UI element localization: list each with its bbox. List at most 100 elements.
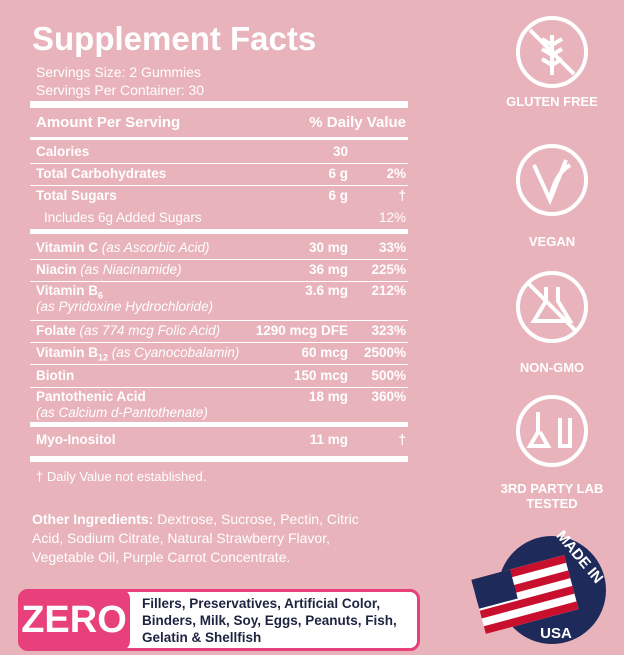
- name-text: Niacin: [36, 262, 77, 277]
- nutrient-name: Calories: [36, 144, 89, 159]
- fact-row: Vitamin B12 (as Cyanocobalamin) 60 mcg 250…: [36, 344, 406, 363]
- amount: 30 mg: [308, 240, 348, 255]
- nutrient-detail: (as 774 mcg Folic Acid): [79, 323, 221, 338]
- nutrient-name: Niacin (as Niacinamide): [36, 262, 182, 277]
- amount: 150 mcg: [293, 368, 348, 383]
- rule: [30, 101, 408, 108]
- nutrient-note: (as Calcium d-Pantothenate): [36, 405, 208, 420]
- daily-value: 500%: [371, 368, 406, 383]
- daily-value: 2500%: [363, 345, 406, 360]
- badge-label: 3RD PARTY LAB TESTED: [500, 481, 604, 511]
- fact-row: Pantothenic Acid (as Calcium d-Pantothena…: [36, 388, 406, 420]
- name-text: Calories: [36, 144, 90, 159]
- rule: [30, 456, 408, 462]
- daily-value: 12%: [378, 210, 406, 225]
- fact-row: Niacin (as Niacinamide) 36 mg 225%: [36, 261, 406, 279]
- nutrient-note: (as Pyridoxine Hydrochloride): [36, 299, 214, 314]
- fact-row: Total Carbohydrates 6 g 2%: [36, 165, 406, 183]
- nutrient-detail: (as Ascorbic Acid): [101, 240, 210, 255]
- nutrient-name: Biotin: [36, 368, 74, 383]
- nutrient-detail: (as Niacinamide): [80, 262, 182, 277]
- title: Supplement Facts: [32, 20, 317, 57]
- amount: 60 mcg: [301, 345, 348, 360]
- daily-value: †: [398, 188, 406, 203]
- row-rule: [30, 259, 408, 260]
- fact-row: Vitamin B6 (as Pyridoxine Hydrochloride) 3…: [36, 282, 406, 314]
- fact-row: Includes 6g Added Sugars 12%: [36, 209, 406, 227]
- badge-label: GLUTEN FREE: [506, 94, 598, 109]
- name-text: Total Carbohydrates: [36, 166, 167, 181]
- zero-text: Fillers, Preservatives, Artificial Color…: [142, 596, 397, 645]
- other-label: Other Ingredients:: [32, 511, 154, 527]
- row-rule: [30, 185, 408, 186]
- icon-gluten: [516, 16, 588, 88]
- nutrient-detail: (as Cyanocobalamin): [111, 345, 240, 360]
- name-sub: 6: [98, 290, 104, 301]
- icon-lab: [516, 395, 588, 467]
- daily-value: †: [398, 432, 406, 447]
- name-text: Folate: [36, 323, 76, 338]
- daily-value: 212%: [371, 283, 406, 298]
- name-text: Myo-Inositol: [36, 432, 116, 447]
- rule: [30, 229, 408, 234]
- icon-nongmo: [516, 271, 588, 343]
- other-ingredients: Other Ingredients: Dextrose, Sucrose, Pe…: [32, 510, 382, 567]
- name-sub: 12: [98, 352, 109, 363]
- row-rule: [30, 320, 408, 321]
- name-text: Pantothenic Acid: [36, 389, 146, 404]
- row-rule: [30, 281, 408, 282]
- fact-row: Total Sugars 6 g †: [36, 187, 406, 205]
- amount: 36 mg: [308, 262, 348, 277]
- rule: [30, 137, 408, 140]
- daily-value: 33%: [378, 240, 406, 255]
- amount: 3.6 mg: [305, 283, 348, 298]
- amount: 30: [332, 144, 348, 159]
- amount: 1290 mcg DFE: [255, 323, 348, 338]
- nutrient-name: Folate (as 774 mcg Folic Acid): [36, 323, 220, 338]
- row-rule: [30, 342, 408, 343]
- usa-bottom: USA: [540, 625, 572, 642]
- nutrient-name: Vitamin B6: [36, 283, 104, 301]
- name-text: Includes 6g Added Sugars: [44, 210, 202, 225]
- footnote: † Daily Value not established.: [36, 469, 207, 484]
- daily-value: 225%: [371, 262, 406, 277]
- fact-row: Calories 30: [36, 143, 406, 161]
- header-amount: Amount Per Serving: [36, 114, 181, 131]
- other-text: Dextrose, Sucrose, Pectin, Citric Acid, …: [32, 511, 359, 565]
- badge-label: NON-GMO: [519, 360, 585, 375]
- name-text: Biotin: [36, 368, 75, 383]
- row-rule: [30, 364, 408, 365]
- nutrient-name: Total Sugars: [36, 188, 117, 203]
- nutrient-name: Myo-Inositol: [36, 432, 116, 447]
- amount: 6 g: [328, 166, 348, 181]
- daily-value: 323%: [371, 323, 406, 338]
- fact-row: Vitamin C (as Ascorbic Acid) 30 mg 33%: [36, 239, 406, 257]
- nutrient-name: Vitamin B12 (as Cyanocobalamin): [36, 345, 240, 363]
- name-text: Vitamin B: [36, 345, 99, 360]
- nutrient-name: Vitamin C (as Ascorbic Acid): [36, 240, 210, 255]
- name-text: Vitamin C: [36, 240, 99, 255]
- row-rule: [30, 163, 408, 164]
- icon-vegan: [516, 144, 588, 216]
- amount: 11 mg: [309, 432, 348, 447]
- serving-size: Servings Size: 2 Gummies: [36, 64, 201, 80]
- fact-row: Folate (as 774 mcg Folic Acid) 1290 mcg D…: [36, 322, 406, 340]
- daily-value: 360%: [371, 389, 406, 404]
- badge-label: VEGAN: [528, 234, 576, 249]
- zero-label: ZERO: [18, 589, 130, 651]
- icons: MADE IN USA: [471, 16, 606, 644]
- rule: [30, 422, 408, 427]
- daily-value: 2%: [386, 166, 406, 181]
- nutrient-name: Total Carbohydrates: [36, 166, 166, 181]
- usa-badge: MADE IN USA: [471, 527, 606, 644]
- row-rule: [30, 387, 408, 388]
- fact-row: Myo-Inositol 11 mg †: [36, 431, 406, 449]
- servings-per-container: Servings Per Container: 30: [36, 82, 205, 98]
- header-dv: % Daily Value: [309, 114, 406, 131]
- nutrient-name: Includes 6g Added Sugars: [44, 210, 202, 225]
- amount: 6 g: [328, 188, 348, 203]
- name-text: Total Sugars: [36, 188, 117, 203]
- nutrient-name: Pantothenic Acid: [36, 389, 146, 404]
- name-text: Vitamin B: [36, 283, 99, 298]
